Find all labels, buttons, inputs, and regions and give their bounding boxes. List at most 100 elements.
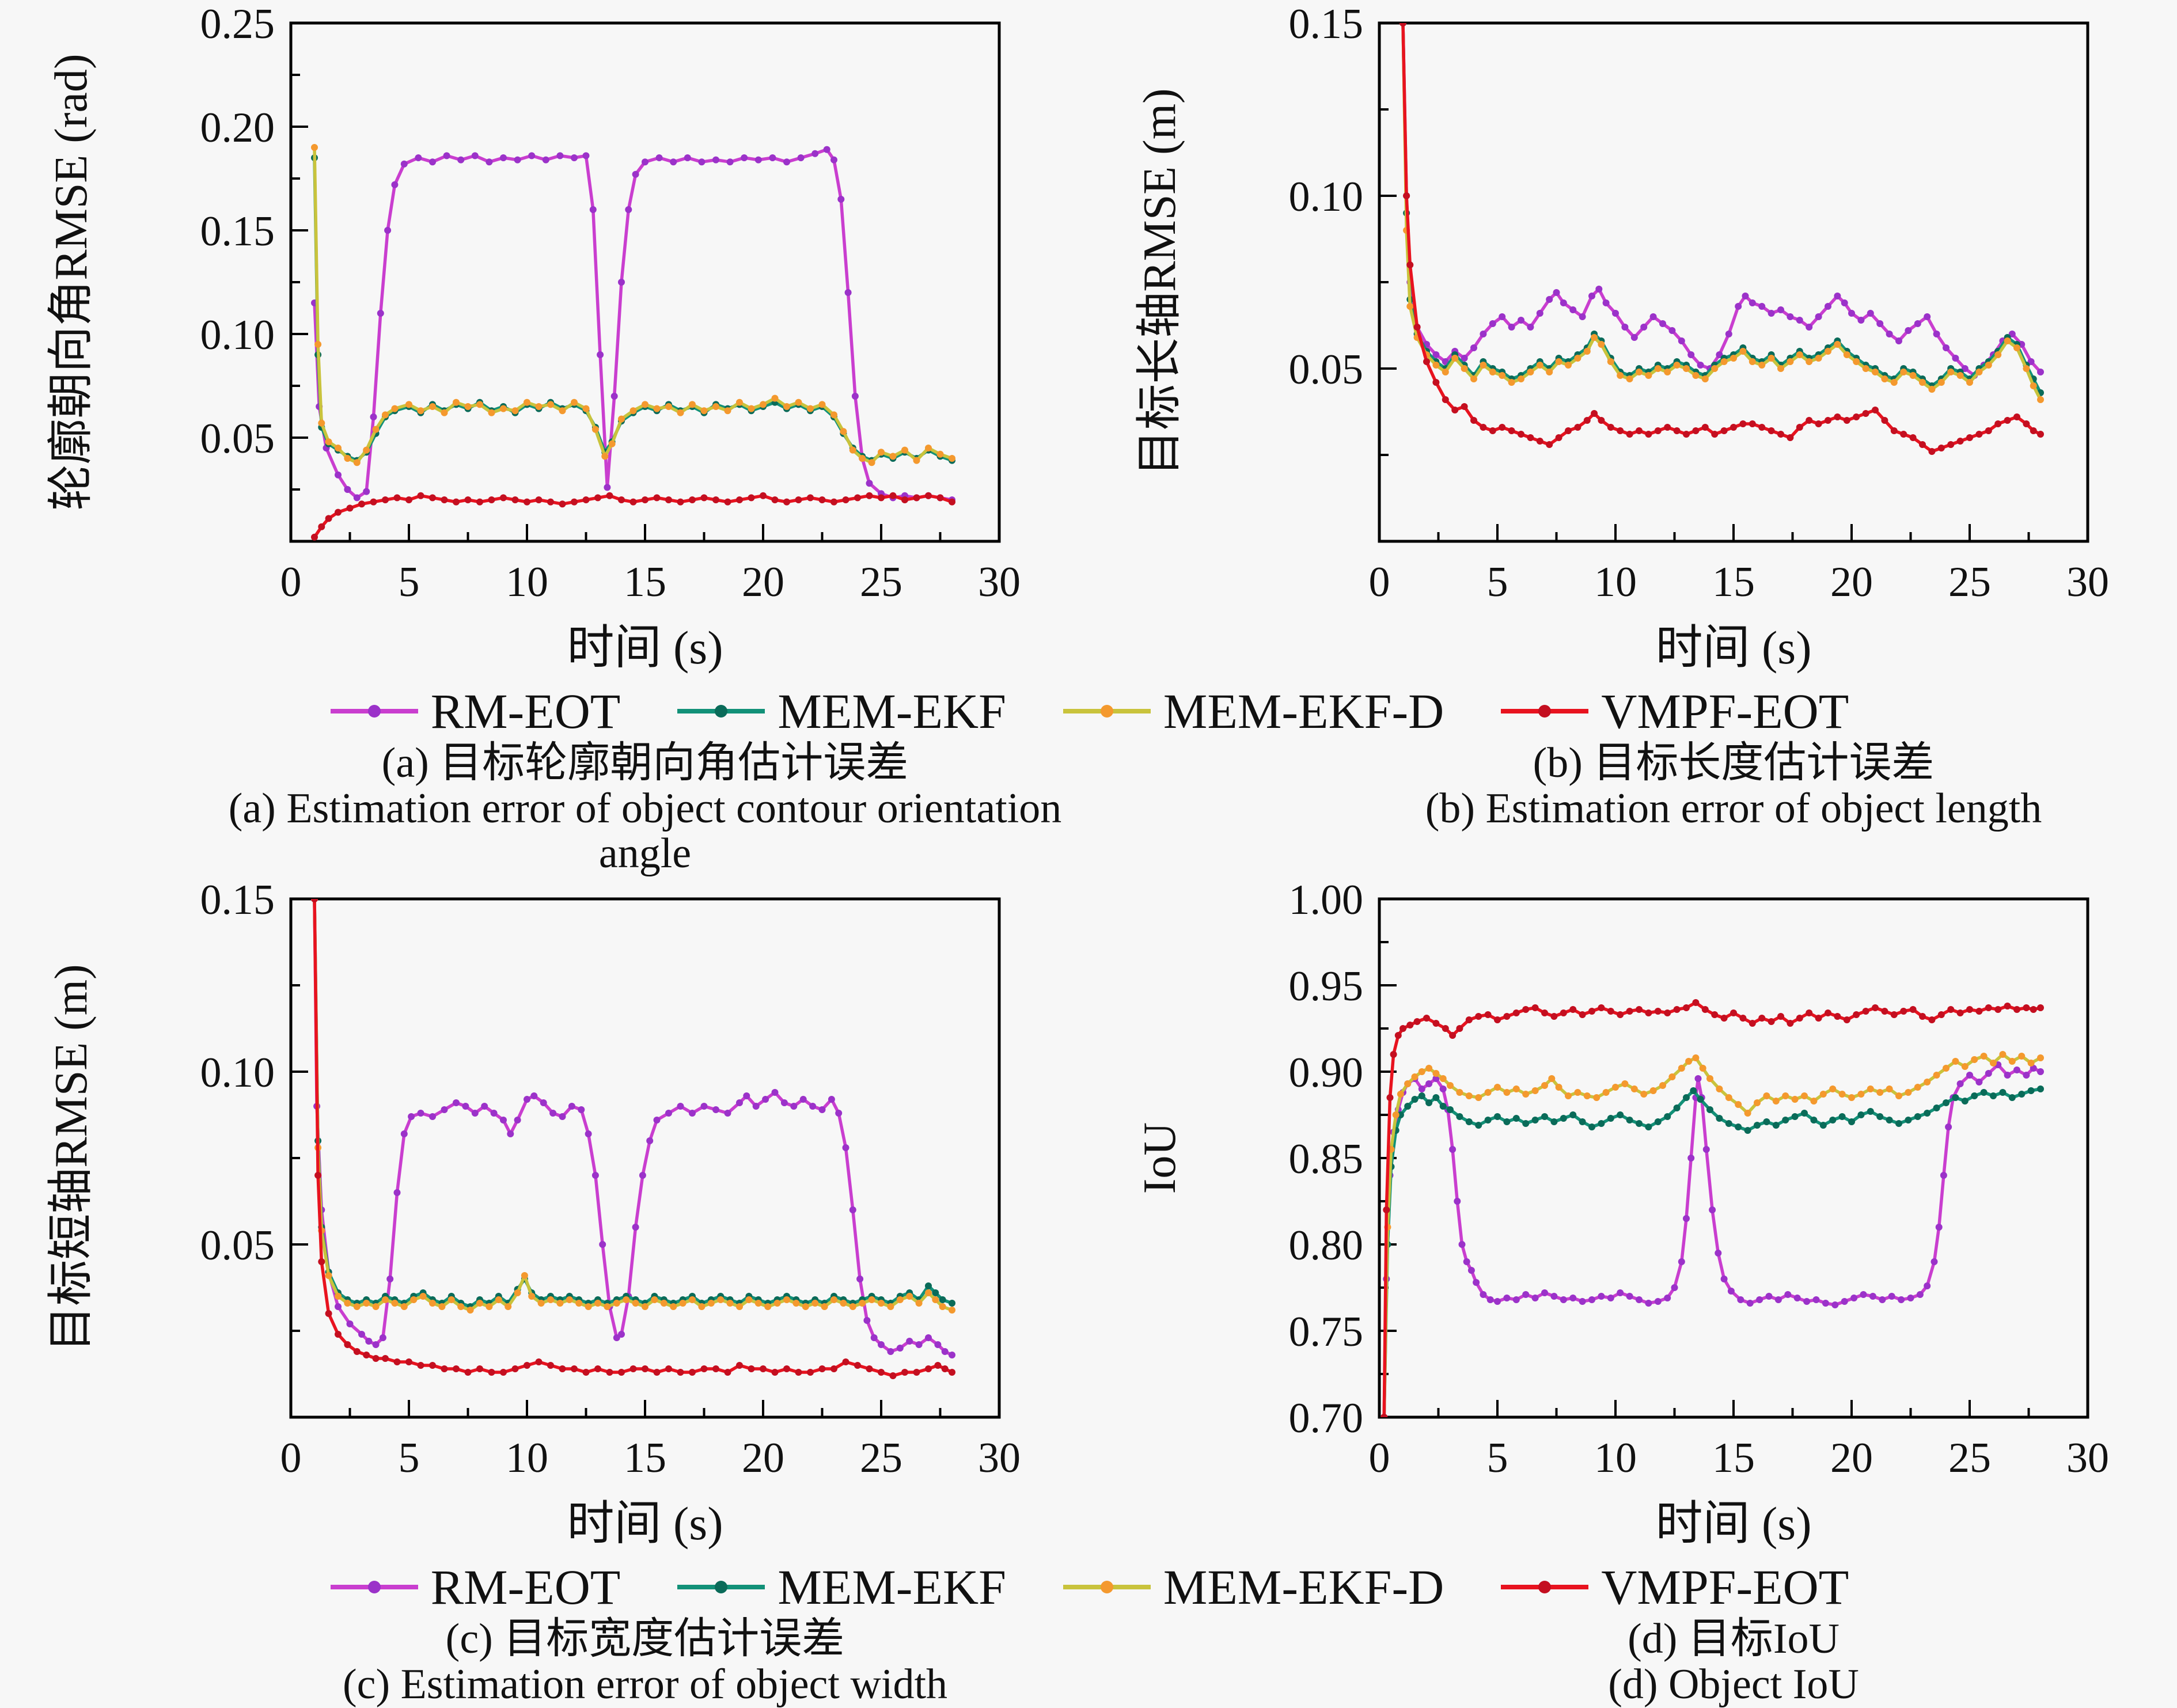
svg-text:20: 20	[742, 559, 784, 606]
svg-text:5: 5	[1487, 1434, 1508, 1482]
legend-bottom: RM-EOT MEM-EKF MEM-EKF-D VMPF-EOT	[0, 1558, 2177, 1616]
svg-text:0.10: 0.10	[1289, 173, 1364, 221]
svg-text:15: 15	[1712, 1434, 1755, 1482]
svg-text:0.15: 0.15	[200, 208, 275, 255]
svg-text:25: 25	[860, 1434, 902, 1482]
caption-a: (a) 目标轮廓朝向角估计误差 (a) Estimation error of …	[0, 740, 1088, 876]
legend-label: MEM-EKF	[778, 1559, 1006, 1615]
legend-label: MEM-EKF-D	[1163, 1559, 1444, 1615]
svg-text:0.15: 0.15	[200, 876, 275, 924]
caption-d: (d) 目标IoU (d) Object IoU	[1088, 1616, 2177, 1707]
rm-eot-line-swatch-icon	[330, 705, 418, 718]
svg-text:时间 (s): 时间 (s)	[567, 1497, 723, 1550]
svg-text:25: 25	[1948, 1434, 1991, 1482]
svg-text:0.75: 0.75	[1289, 1308, 1364, 1356]
caption-a-en: (a) Estimation error of object contour o…	[228, 785, 1062, 877]
svg-text:0.95: 0.95	[1289, 963, 1364, 1010]
svg-text:目标短轴RMSE (m): 目标短轴RMSE (m)	[46, 964, 97, 1352]
svg-text:IoU: IoU	[1135, 1122, 1185, 1194]
mem-ekf-d-line-swatch-icon	[1063, 705, 1151, 718]
svg-text:5: 5	[399, 559, 420, 606]
svg-text:10: 10	[1594, 559, 1637, 606]
panel-b: 0 5 10 15 20 25 30 0.05 0.10 0.15 时间 (s) 目标长轴RMSE (…	[1088, 0, 2177, 682]
svg-text:30: 30	[2066, 559, 2109, 606]
svg-text:20: 20	[742, 1434, 784, 1482]
rm-eot-line-swatch-icon	[330, 1581, 418, 1593]
svg-text:30: 30	[978, 559, 1021, 606]
svg-text:时间 (s): 时间 (s)	[1655, 1497, 1811, 1550]
svg-text:0.85: 0.85	[1289, 1136, 1364, 1183]
caption-row-bottom: (c) 目标宽度估计误差 (c) Estimation error of obj…	[0, 1616, 2177, 1707]
legend-item-mem-ekf-d: MEM-EKF-D	[1061, 1558, 1444, 1616]
svg-text:0: 0	[280, 1434, 302, 1482]
svg-text:0.10: 0.10	[200, 1049, 275, 1096]
legend-label: VMPF-EOT	[1601, 684, 1849, 739]
vmpf-eot-line-swatch-icon	[1501, 1581, 1589, 1593]
svg-text:0.70: 0.70	[1289, 1395, 1364, 1442]
svg-text:0.90: 0.90	[1289, 1049, 1364, 1096]
svg-text:25: 25	[860, 559, 902, 606]
chart-row-top: 0 5 10 15 20 25 30 0.05 0.10 0.15 0.20 0.25 时间 (s) 轮廓…	[0, 0, 2177, 682]
caption-b-en: (b) Estimation error of object length	[1425, 785, 2042, 832]
svg-text:10: 10	[1594, 1434, 1637, 1482]
caption-c: (c) 目标宽度估计误差 (c) Estimation error of obj…	[0, 1616, 1088, 1707]
legend-label: MEM-EKF	[778, 684, 1006, 739]
vmpf-eot-line-swatch-icon	[1501, 705, 1589, 718]
svg-text:5: 5	[399, 1434, 420, 1482]
svg-text:10: 10	[506, 1434, 548, 1482]
caption-a-zh: (a) 目标轮廓朝向角估计误差	[381, 739, 909, 787]
panel-b-plot: 0 5 10 15 20 25 30 0.05 0.10 0.15 时间 (s) 目标长轴RMSE (…	[1135, 1, 2109, 674]
svg-text:0.80: 0.80	[1289, 1222, 1364, 1269]
caption-d-en: (d) Object IoU	[1608, 1661, 1859, 1708]
legend-item-mem-ekf: MEM-EKF	[675, 1558, 1006, 1616]
caption-b: (b) 目标长度估计误差 (b) Estimation error of obj…	[1088, 740, 2177, 876]
mem-ekf-line-swatch-icon	[677, 1581, 765, 1593]
legend-item-rm-eot: RM-EOT	[328, 682, 621, 740]
caption-c-en: (c) Estimation error of object width	[342, 1661, 948, 1708]
legend-label: RM-EOT	[430, 1559, 621, 1615]
svg-text:25: 25	[1948, 559, 1991, 606]
legend-item-vmpf-eot: VMPF-EOT	[1499, 1558, 1849, 1616]
svg-text:20: 20	[1830, 559, 1873, 606]
svg-text:0.20: 0.20	[200, 104, 275, 151]
svg-text:10: 10	[506, 559, 548, 606]
legend-top: RM-EOT MEM-EKF MEM-EKF-D VMPF-EOT	[0, 682, 2177, 740]
legend-item-vmpf-eot: VMPF-EOT	[1499, 682, 1849, 740]
svg-text:0.05: 0.05	[200, 1222, 275, 1269]
caption-b-zh: (b) 目标长度估计误差	[1533, 739, 1935, 787]
legend-label: VMPF-EOT	[1601, 1559, 1849, 1615]
mem-ekf-d-line-swatch-icon	[1063, 1581, 1151, 1593]
legend-item-mem-ekf-d: MEM-EKF-D	[1061, 682, 1444, 740]
mem-ekf-line-swatch-icon	[677, 705, 765, 718]
svg-text:20: 20	[1830, 1434, 1873, 1482]
svg-text:15: 15	[624, 1434, 666, 1482]
svg-text:0: 0	[1369, 559, 1390, 606]
svg-text:30: 30	[978, 1434, 1021, 1482]
panel-a: 0 5 10 15 20 25 30 0.05 0.10 0.15 0.20 0.25 时间 (s) 轮廓…	[0, 0, 1088, 682]
svg-text:目标长轴RMSE (m): 目标长轴RMSE (m)	[1135, 88, 1185, 476]
caption-c-zh: (c) 目标宽度估计误差	[445, 1615, 845, 1663]
svg-text:0.15: 0.15	[1289, 1, 1364, 48]
legend-item-mem-ekf: MEM-EKF	[675, 682, 1006, 740]
panel-c: 0 5 10 15 20 25 30 0.05 0.10 0.15 时间 (s) 目标短轴RMSE (…	[0, 876, 1088, 1558]
svg-text:1.00: 1.00	[1289, 876, 1364, 924]
svg-text:0: 0	[1369, 1434, 1390, 1482]
svg-text:30: 30	[2066, 1434, 2109, 1482]
svg-text:轮廓朝向角RMSE (rad): 轮廓朝向角RMSE (rad)	[46, 54, 97, 510]
legend-label: RM-EOT	[430, 684, 621, 739]
caption-d-zh: (d) 目标IoU	[1628, 1615, 1840, 1663]
svg-text:0.25: 0.25	[200, 1, 275, 48]
svg-text:时间 (s): 时间 (s)	[1655, 621, 1811, 674]
svg-text:15: 15	[624, 559, 666, 606]
legend-item-rm-eot: RM-EOT	[328, 1558, 621, 1616]
svg-text:0: 0	[280, 559, 302, 606]
svg-text:时间 (s): 时间 (s)	[567, 621, 723, 674]
svg-text:0.05: 0.05	[1289, 346, 1364, 393]
caption-row-top: (a) 目标轮廓朝向角估计误差 (a) Estimation error of …	[0, 740, 2177, 876]
panel-c-plot: 0 5 10 15 20 25 30 0.05 0.10 0.15 时间 (s) 目标短轴RMSE (…	[46, 876, 1021, 1550]
chart-row-bottom: 0 5 10 15 20 25 30 0.05 0.10 0.15 时间 (s) 目标短轴RMSE (…	[0, 876, 2177, 1558]
svg-text:15: 15	[1712, 559, 1755, 606]
panel-d: 0 5 10 15 20 25 30 0.75 0.80 0.85 0.90 0.95 1.00 0.70…	[1088, 876, 2177, 1558]
svg-text:0.05: 0.05	[200, 415, 275, 462]
